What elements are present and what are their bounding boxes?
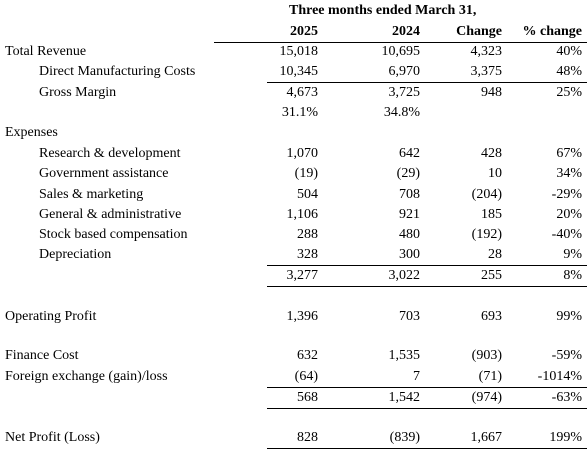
cell-2024: (839) xyxy=(389,430,420,445)
cell-2025: 328 xyxy=(297,247,318,262)
row-label: Operating Profit xyxy=(5,309,97,324)
cell-change: (903) xyxy=(471,348,502,363)
cell-change: 948 xyxy=(481,85,502,100)
cell-change: 4,323 xyxy=(470,44,503,59)
cell-2025: 3,277 xyxy=(286,268,319,283)
cell-2024: 642 xyxy=(399,146,420,161)
cell-2024: 1,535 xyxy=(388,348,421,363)
cell-2025: 828 xyxy=(297,430,318,445)
cell-2024: 703 xyxy=(399,309,420,324)
cell-pct: 9% xyxy=(563,247,582,262)
total-rule xyxy=(267,448,587,449)
row-label: Foreign exchange (gain)/loss xyxy=(5,369,168,384)
row-label: Total Revenue xyxy=(5,44,87,59)
subtotal-rule xyxy=(267,82,587,83)
cell-2024: (29) xyxy=(396,166,420,181)
cell-2025: 568 xyxy=(297,390,318,405)
cell-change: 185 xyxy=(481,207,502,222)
cell-change: (974) xyxy=(471,390,502,405)
cell-change: 1,667 xyxy=(470,430,503,445)
cell-pct: -29% xyxy=(551,187,582,202)
cell-2025: 31.1% xyxy=(281,105,318,120)
cell-2024: 6,970 xyxy=(388,64,421,79)
section-label: Expenses xyxy=(5,125,58,140)
cell-2024: 708 xyxy=(399,187,420,202)
col-header-2024: 2024 xyxy=(392,24,420,39)
cell-2025: 10,345 xyxy=(279,64,319,79)
row-label: Finance Cost xyxy=(5,348,79,363)
col-header-pct-change: % change xyxy=(522,24,583,39)
cell-2024: 300 xyxy=(399,247,420,262)
cell-change: 28 xyxy=(488,247,502,262)
cell-2024: 7 xyxy=(413,369,420,384)
cell-2024: 34.8% xyxy=(383,105,420,120)
row-label: Gross Margin xyxy=(39,85,117,100)
cell-change: 255 xyxy=(481,268,502,283)
cell-change: 693 xyxy=(481,309,502,324)
period-header: Three months ended March 31, xyxy=(289,3,477,18)
cell-2025: 1,106 xyxy=(286,207,319,222)
cell-pct: -1014% xyxy=(537,369,582,384)
cell-pct: -59% xyxy=(551,348,582,363)
cell-pct: 20% xyxy=(556,207,582,222)
header-rule xyxy=(214,42,587,43)
cell-change: (71) xyxy=(478,369,502,384)
cell-2025: 1,396 xyxy=(286,309,319,324)
cell-2024: 921 xyxy=(399,207,420,222)
cell-2024: 480 xyxy=(399,227,420,242)
cell-pct: 199% xyxy=(549,430,582,445)
row-label: Research & development xyxy=(39,146,181,161)
row-label: Net Profit (Loss) xyxy=(5,430,100,445)
cell-2024: 3,725 xyxy=(388,85,421,100)
cell-2025: 504 xyxy=(297,187,318,202)
row-label: General & administrative xyxy=(39,207,182,222)
total-rule xyxy=(267,408,587,409)
cell-change: 10 xyxy=(488,166,502,181)
cell-pct: 67% xyxy=(556,146,582,161)
cell-2025: 632 xyxy=(297,348,318,363)
cell-2025: 15,018 xyxy=(279,44,319,59)
cell-2025: (64) xyxy=(294,369,318,384)
cell-2025: 1,070 xyxy=(286,146,319,161)
row-label: Government assistance xyxy=(39,166,169,181)
col-header-change: Change xyxy=(456,24,502,39)
total-rule xyxy=(267,286,587,287)
cell-pct: 99% xyxy=(556,309,582,324)
cell-pct: 34% xyxy=(556,166,582,181)
col-header-2025: 2025 xyxy=(290,24,318,39)
cell-pct: 40% xyxy=(556,44,582,59)
cell-change: 428 xyxy=(481,146,502,161)
cell-2024: 10,695 xyxy=(381,44,421,59)
cell-2024: 3,022 xyxy=(388,268,421,283)
row-label: Stock based compensation xyxy=(39,227,188,242)
cell-pct: 8% xyxy=(563,268,582,283)
cell-change: (204) xyxy=(471,187,502,202)
cell-pct: 48% xyxy=(556,64,582,79)
cell-2025: 4,673 xyxy=(286,85,319,100)
cell-pct: 25% xyxy=(556,85,582,100)
row-label: Depreciation xyxy=(39,247,112,262)
subtotal-rule xyxy=(267,265,587,266)
cell-2024: 1,542 xyxy=(388,390,421,405)
cell-2025: 288 xyxy=(297,227,318,242)
cell-change: 3,375 xyxy=(470,64,503,79)
cell-change: (192) xyxy=(471,227,502,242)
cell-pct: -63% xyxy=(551,390,582,405)
row-label: Direct Manufacturing Costs xyxy=(39,64,196,79)
cell-pct: -40% xyxy=(551,227,582,242)
cell-2025: (19) xyxy=(294,166,318,181)
subtotal-rule xyxy=(267,387,587,388)
row-label: Sales & marketing xyxy=(39,187,144,202)
